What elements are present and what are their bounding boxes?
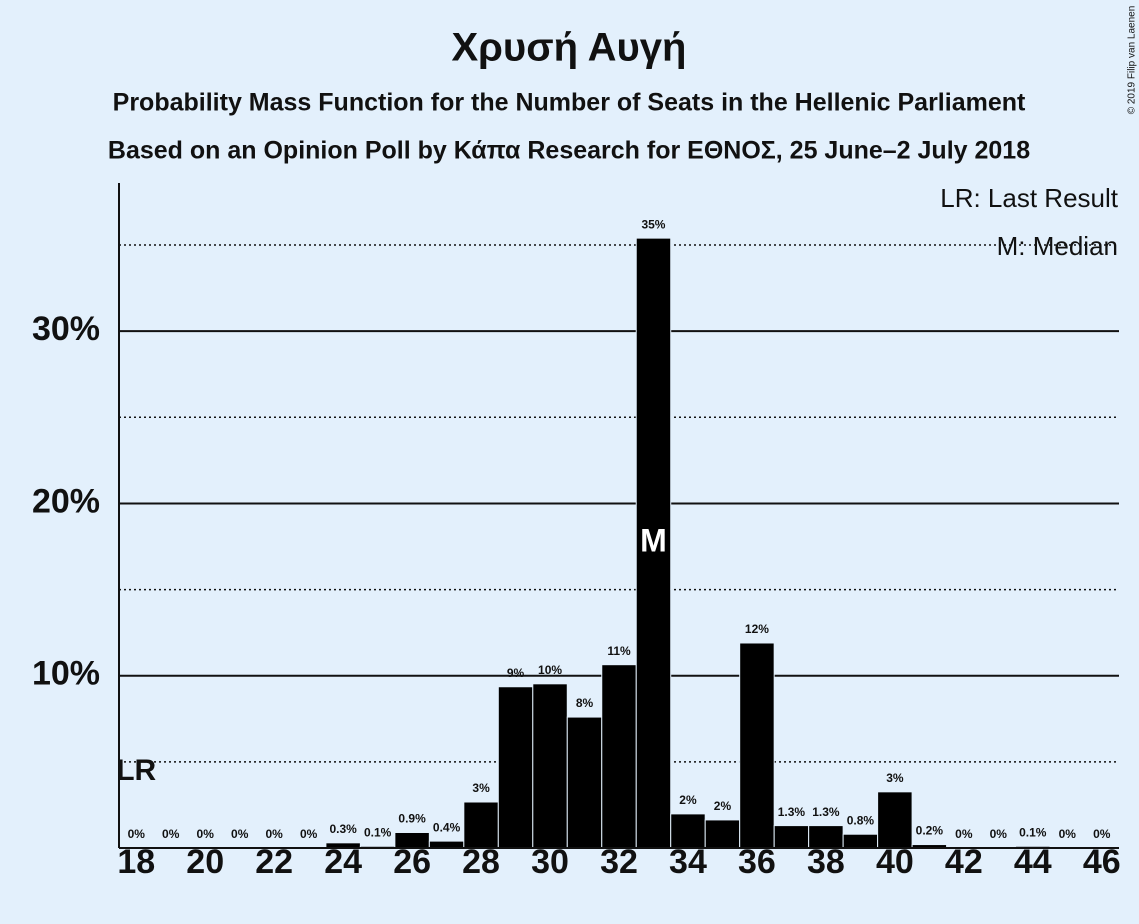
- bar: [463, 801, 499, 849]
- value-label: 8%: [576, 696, 594, 710]
- subtitle: Based on an Opinion Poll by Κάπα Researc…: [108, 137, 1030, 165]
- x-tick-label: 36: [738, 843, 776, 881]
- bar: [635, 237, 672, 849]
- legend-entry: M: Median: [997, 231, 1118, 261]
- chart-title: Χρυσή Αυγή: [452, 26, 687, 70]
- bar: [773, 825, 810, 849]
- last-result-marker: LR: [116, 754, 156, 787]
- x-tick-label: 28: [462, 843, 500, 881]
- value-label: 0.9%: [398, 812, 426, 826]
- y-tick-label: 10%: [32, 655, 100, 693]
- bar: [704, 819, 741, 849]
- value-label: 12%: [745, 622, 769, 636]
- value-label: 0.8%: [847, 813, 875, 827]
- median-marker: M: [640, 523, 667, 559]
- x-tick-label: 24: [324, 843, 362, 881]
- value-label: 11%: [607, 644, 631, 658]
- x-tick-label: 44: [1014, 843, 1052, 881]
- value-label: 0.4%: [433, 820, 461, 834]
- value-label: 0%: [300, 827, 318, 841]
- value-label: 0%: [231, 827, 249, 841]
- value-label: 0%: [266, 827, 284, 841]
- x-tick-label: 26: [393, 843, 431, 881]
- value-label: 3%: [886, 771, 904, 785]
- value-label: 0%: [128, 827, 146, 841]
- value-label: 0%: [1093, 827, 1111, 841]
- value-label: 3%: [472, 781, 490, 795]
- value-label: 10%: [538, 663, 562, 677]
- value-label: 0%: [162, 827, 180, 841]
- x-tick-label: 32: [600, 843, 638, 881]
- value-label: 0%: [990, 827, 1008, 841]
- legend-entry: LR: Last Result: [940, 183, 1119, 213]
- x-tick-label: 40: [876, 843, 914, 881]
- value-label: 0.2%: [916, 824, 944, 838]
- value-label: 9%: [507, 666, 525, 680]
- x-tick-label: 42: [945, 843, 983, 881]
- bar: [601, 664, 637, 849]
- bar: [670, 813, 706, 849]
- value-label: 1.3%: [812, 805, 840, 819]
- bar: [808, 825, 844, 849]
- y-tick-label: 20%: [32, 482, 100, 520]
- x-tick-label: 46: [1083, 843, 1121, 881]
- bar: [394, 831, 430, 849]
- bar: [739, 642, 775, 849]
- bar: [566, 716, 603, 849]
- x-tick-label: 22: [255, 843, 293, 881]
- bar: [877, 791, 913, 849]
- x-tick-label: 20: [186, 843, 224, 881]
- value-label: 0%: [955, 827, 973, 841]
- value-label: 0.3%: [329, 822, 357, 836]
- bar: [532, 683, 568, 849]
- bar: [428, 840, 465, 849]
- subtitle: Probability Mass Function for the Number…: [113, 89, 1026, 117]
- x-tick-label: 18: [117, 843, 155, 881]
- bar: [842, 833, 879, 849]
- value-label: 2%: [714, 799, 732, 813]
- value-label: 35%: [641, 217, 665, 231]
- bar: [497, 686, 534, 849]
- value-label: 0%: [197, 827, 215, 841]
- x-tick-label: 30: [531, 843, 569, 881]
- y-tick-label: 30%: [32, 310, 100, 348]
- x-tick-label: 38: [807, 843, 845, 881]
- value-label: 0.1%: [1019, 825, 1047, 839]
- x-tick-label: 34: [669, 843, 707, 881]
- value-label: 2%: [679, 793, 697, 807]
- value-label: 1.3%: [778, 805, 806, 819]
- value-label: 0.1%: [364, 825, 392, 839]
- value-label: 0%: [1059, 827, 1077, 841]
- copyright: © 2019 Filip van Laenen: [1127, 6, 1138, 115]
